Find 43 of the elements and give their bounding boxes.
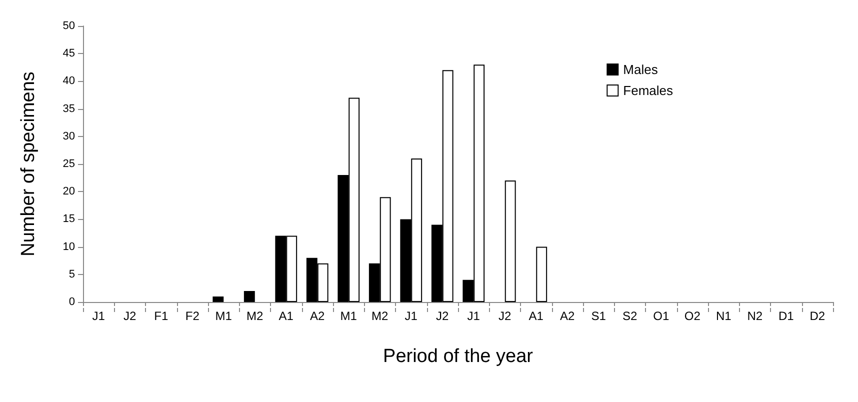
x-tick-label: J1 — [92, 309, 106, 323]
y-tick-label: 20 — [62, 186, 75, 198]
bar — [536, 246, 548, 302]
y-tick-label: 35 — [62, 102, 75, 115]
y-tick-label: 0 — [68, 296, 75, 308]
x-tick-label: J2 — [124, 309, 137, 323]
x-tick-label: F1 — [154, 309, 168, 323]
y-tick-label: 40 — [62, 75, 75, 88]
bar — [212, 296, 224, 302]
x-tick-label: D1 — [778, 309, 794, 323]
y-tick-label: 15 — [62, 213, 75, 226]
y-axis-title: Number of specimens — [18, 72, 39, 256]
x-tick-label: J1 — [467, 309, 480, 323]
y-tick-label: 45 — [62, 48, 75, 60]
x-tick-label: O2 — [684, 309, 701, 323]
x-tick-label: A1 — [278, 309, 294, 323]
bar — [504, 180, 516, 302]
x-axis-title: Period of the year — [383, 346, 534, 367]
x-tick-label: S1 — [591, 309, 606, 323]
y-tick-label: 25 — [62, 158, 75, 170]
x-tick-label: M1 — [340, 309, 358, 323]
x-tick-label: D2 — [810, 309, 826, 323]
y-tick-label: 50 — [62, 20, 75, 32]
x-tick-label: J2 — [498, 309, 512, 323]
x-tick-label: A1 — [528, 309, 544, 323]
x-tick-label: M2 — [372, 309, 389, 323]
x-tick-label: A2 — [310, 309, 326, 323]
x-tick-label: F2 — [185, 309, 200, 323]
y-tick-label: 10 — [62, 240, 75, 253]
bar — [244, 290, 255, 302]
x-tick-label: J2 — [436, 309, 450, 323]
x-tick-label: N1 — [716, 309, 732, 323]
y-tick-label: 5 — [68, 268, 75, 280]
legend-label: Females — [623, 83, 674, 98]
legend-label: Males — [623, 62, 658, 77]
x-tick-label: M2 — [246, 309, 264, 323]
x-tick-label: S2 — [622, 309, 638, 323]
y-tick-label: 30 — [62, 130, 75, 142]
x-tick-label: J1 — [404, 309, 418, 323]
x-tick-label: A2 — [560, 309, 576, 323]
x-tick-label: M1 — [215, 309, 232, 323]
x-tick-label: O1 — [653, 309, 670, 323]
x-tick-label: N2 — [747, 309, 763, 323]
